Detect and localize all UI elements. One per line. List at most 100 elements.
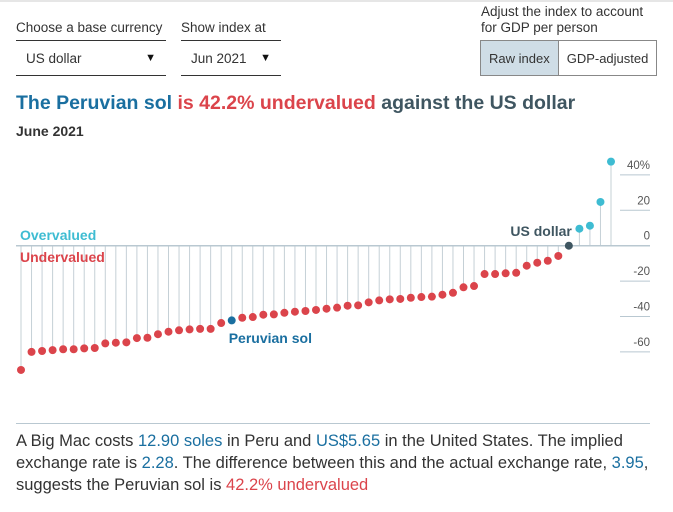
local-price: 12.90 soles	[137, 432, 223, 450]
data-point	[38, 347, 47, 356]
data-point	[111, 338, 120, 347]
chevron-down-icon: ▼	[260, 52, 271, 64]
highlight-point	[227, 316, 236, 325]
description: A Big Mac costs 12.90 soles in Peru and …	[16, 430, 666, 496]
chart-subtitle: June 2021	[16, 123, 84, 139]
gdp-adjusted-button[interactable]: GDP-adjusted	[566, 50, 649, 66]
data-point	[427, 292, 436, 301]
base-currency-select[interactable]: US dollar ▼	[16, 40, 166, 76]
data-point	[480, 270, 489, 279]
data-point	[259, 310, 268, 319]
data-point	[312, 305, 320, 314]
data-point	[491, 270, 500, 279]
data-point	[164, 327, 173, 336]
chevron-down-icon: ▼	[145, 52, 156, 64]
implied-rate: 2.28	[141, 454, 174, 472]
data-point	[27, 347, 36, 356]
undervalued-label: Undervalued	[20, 249, 105, 265]
data-point	[575, 224, 584, 233]
y-tick-label: 20	[637, 195, 650, 207]
data-point	[438, 290, 447, 299]
y-tick-label: -60	[633, 337, 650, 349]
headline-currency: The Peruvian sol	[16, 92, 173, 114]
gdp-adjust-label: Adjust the index to account for GDP per …	[481, 4, 643, 36]
data-point	[206, 324, 215, 333]
headline-verdict: is 42.2% undervalued	[172, 92, 376, 114]
data-point	[290, 307, 299, 316]
gdp-label-line1: Adjust the index to account	[481, 4, 644, 19]
chart-headline: The Peruvian sol is 42.2% undervalued ag…	[16, 92, 575, 115]
base-currency-label: Choose a base currency	[16, 20, 163, 35]
y-tick-label: 40%	[627, 160, 650, 172]
base-point	[564, 241, 573, 250]
data-point	[143, 333, 152, 342]
desc-text: . The difference between this and the ac…	[173, 454, 612, 472]
desc-text: in Peru and	[222, 432, 316, 450]
data-point	[596, 197, 605, 206]
data-point	[375, 296, 384, 305]
data-point	[269, 310, 278, 319]
data-point	[132, 334, 141, 343]
data-point	[470, 282, 479, 291]
data-point	[185, 325, 194, 334]
data-point	[406, 293, 415, 302]
data-point	[175, 326, 184, 335]
data-point	[543, 256, 552, 265]
data-point	[501, 269, 510, 278]
data-point	[607, 157, 615, 166]
data-point	[153, 330, 162, 339]
headline-base: against the US dollar	[375, 92, 576, 114]
data-point	[48, 346, 57, 355]
data-point	[59, 345, 68, 354]
data-point	[69, 345, 78, 354]
raw-index-button[interactable]: Raw index	[481, 41, 559, 75]
top-border	[0, 0, 673, 2]
base-currency-label: US dollar	[510, 223, 572, 239]
data-point	[301, 307, 310, 316]
data-point	[448, 288, 457, 297]
data-point	[585, 221, 594, 230]
actual-rate: 3.95	[611, 454, 644, 472]
data-point	[385, 295, 394, 304]
data-point	[90, 344, 99, 353]
index-type-toggle[interactable]: Raw index GDP-adjusted	[480, 40, 658, 76]
y-tick-label: 0	[644, 231, 650, 243]
data-point	[101, 339, 110, 348]
data-point	[354, 301, 363, 310]
data-point	[396, 294, 405, 303]
lollipop-chart: 40% 20 0 -20 -40 -60 Overvalued Undervalued US d…	[16, 157, 650, 374]
highlight-label: Peruvian sol	[229, 330, 312, 346]
data-point	[533, 258, 542, 267]
desc-text: , suggests the Peruvian sol is	[16, 454, 649, 494]
data-point	[343, 301, 352, 310]
data-point	[248, 313, 257, 322]
data-point	[512, 268, 521, 277]
desc-text: in the United States. The implied exchan…	[16, 432, 623, 472]
y-tick-label: -20	[633, 266, 650, 278]
gdp-label-line2: for GDP per person	[481, 20, 598, 35]
divider	[16, 423, 650, 424]
data-point	[322, 304, 331, 313]
data-point	[459, 283, 468, 292]
data-point	[122, 338, 131, 347]
data-point	[364, 298, 373, 307]
data-point	[217, 319, 226, 328]
data-point	[17, 365, 25, 374]
y-tick-label: -40	[633, 302, 650, 314]
index-date-label: Show index at	[181, 20, 266, 35]
index-date-value: Jun 2021	[191, 50, 247, 66]
data-point	[196, 324, 205, 333]
data-point	[417, 293, 426, 302]
data-point	[280, 308, 289, 317]
verdict: 42.2% undervalued	[226, 476, 369, 494]
data-point	[333, 303, 342, 312]
data-point	[80, 344, 89, 353]
base-currency-value: US dollar	[26, 50, 82, 66]
data-point	[554, 251, 563, 260]
us-price: US$5.65	[315, 432, 381, 450]
data-point	[522, 261, 531, 270]
overvalued-label: Overvalued	[20, 227, 96, 243]
data-point	[238, 313, 247, 322]
desc-text: A Big Mac costs	[16, 432, 138, 450]
index-date-select[interactable]: Jun 2021 ▼	[181, 40, 281, 76]
